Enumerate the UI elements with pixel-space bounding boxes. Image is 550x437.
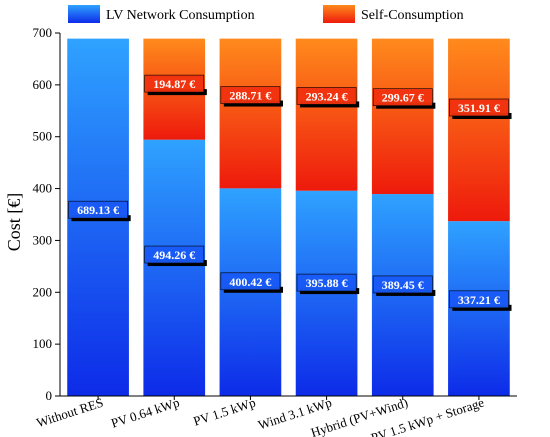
y-tick-label: 500 [33, 129, 53, 144]
y-tick-label: 100 [33, 336, 53, 351]
legend: LV Network Consumption Self-Consumption [68, 5, 464, 23]
value-label-box [449, 98, 509, 117]
value-label: 389.45 € [382, 278, 424, 292]
y-tick-label: 400 [33, 181, 53, 196]
y-axis-title: Cost [€] [4, 193, 24, 252]
bar-self-consumption [448, 38, 510, 222]
value-label-box [68, 200, 128, 219]
legend-label-lv-network: LV Network Consumption [106, 8, 255, 23]
x-tick-label: PV 0.64 kWp [109, 395, 181, 431]
legend-label-self-consumption: Self-Consumption [361, 8, 464, 23]
bar-self-consumption [219, 38, 282, 189]
bar-lv-network [143, 139, 206, 396]
value-label: 689.13 € [77, 203, 119, 217]
value-label: 288.71 € [229, 89, 271, 103]
y-tick-label: 700 [33, 25, 53, 40]
value-label: 194.87 € [153, 77, 195, 91]
value-label: 400.42 € [229, 275, 271, 289]
value-label-box [296, 273, 357, 292]
legend-swatch-lv-network [68, 5, 100, 23]
y-tick-label: 300 [33, 232, 53, 247]
bar-self-consumption [371, 38, 434, 195]
value-label: 395.88 € [306, 276, 348, 290]
value-label-box [449, 290, 509, 309]
value-labels: 689.13 € 494.26 € 194.87 € 400.42 € 288.71 €… [68, 74, 512, 311]
value-label-box [220, 86, 281, 104]
value-label-box [144, 74, 205, 93]
y-tick-label: 200 [33, 284, 53, 299]
value-label-box [296, 87, 357, 105]
value-label: 337.21 € [458, 293, 500, 307]
bars [67, 38, 510, 396]
bar-self-consumption [295, 38, 358, 191]
value-label: 299.67 € [382, 91, 424, 105]
value-label-box [220, 272, 281, 291]
value-label-box [144, 245, 205, 264]
legend-swatch-self-consumption [323, 5, 355, 23]
x-tick-label: PV 1.5 kWp [191, 395, 257, 429]
y-tick-label: 0 [46, 388, 53, 403]
value-label: 293.24 € [306, 89, 348, 103]
value-label-box [372, 88, 433, 106]
y-tick-label: 600 [33, 77, 53, 92]
value-label: 494.26 € [153, 248, 195, 262]
value-label-box [372, 275, 433, 294]
y-axis: 0 100 200 300 400 500 600 700 [33, 25, 61, 403]
value-label: 351.91 € [458, 101, 500, 115]
